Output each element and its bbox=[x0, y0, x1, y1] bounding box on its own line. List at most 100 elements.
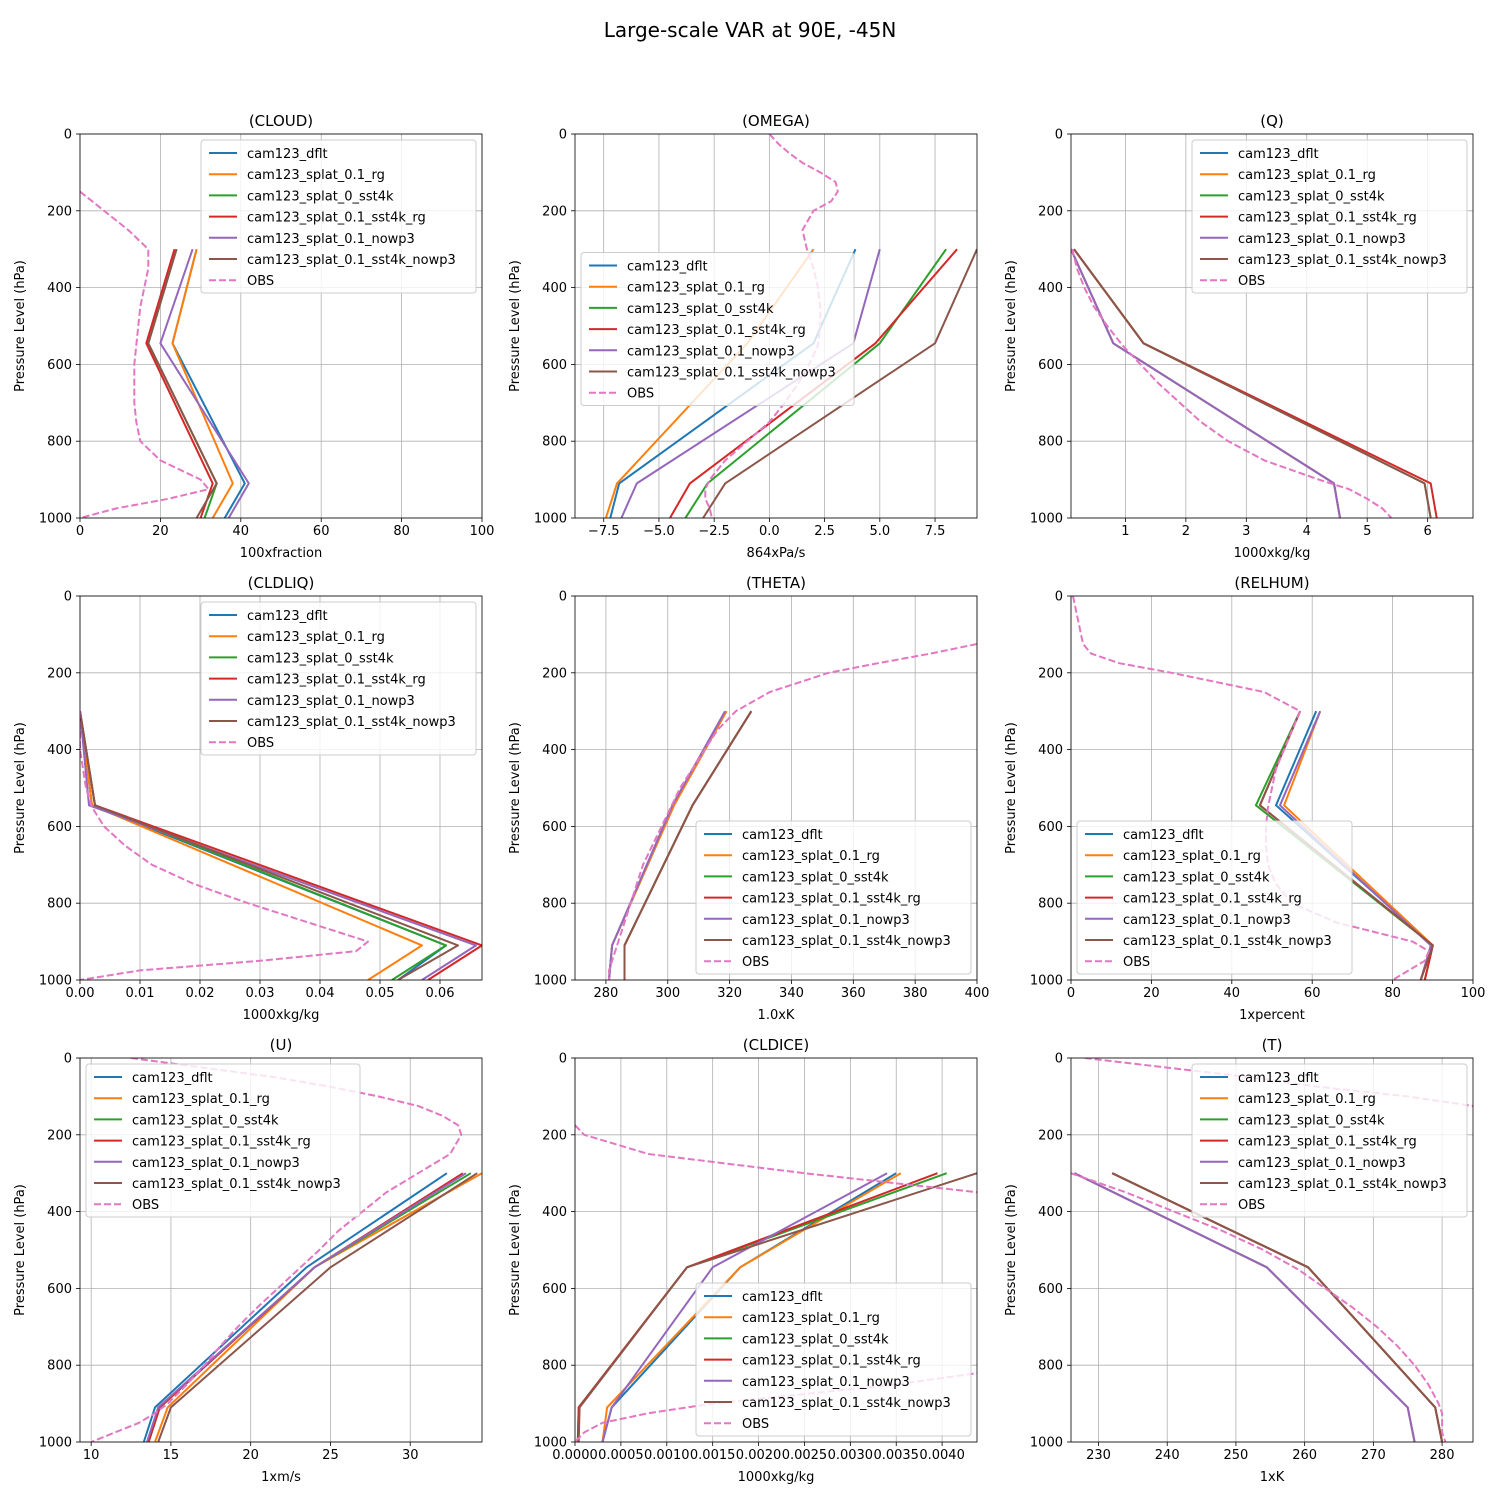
x-axis-label: 1.0xK bbox=[758, 1008, 795, 1023]
legend-label-cam123-splat-0-1-sst4k-rg: cam123_splat_0.1_sst4k_rg bbox=[247, 211, 426, 226]
x-tick-label: 80 bbox=[1384, 986, 1401, 1001]
legend-label-cam123-splat-0-1-sst4k-rg: cam123_splat_0.1_sst4k_rg bbox=[247, 673, 426, 688]
series-line-obs bbox=[608, 643, 977, 980]
legend-frame bbox=[85, 1063, 361, 1218]
legend-label-obs: OBS bbox=[132, 1198, 159, 1213]
x-tick-label: 0.06 bbox=[426, 986, 455, 1001]
legend-label-cam123-dflt: cam123_dflt bbox=[742, 828, 823, 843]
y-tick-label: 800 bbox=[47, 897, 72, 912]
x-tick-label: 250 bbox=[1224, 1448, 1249, 1463]
legend: cam123_dflt cam123_splat_0.1_rg cam123_spl… bbox=[1191, 1063, 1468, 1218]
y-tick-label: 1000 bbox=[39, 974, 72, 989]
y-tick-label: 0 bbox=[64, 128, 72, 143]
legend-label-cam123-splat-0-1-sst4k-rg: cam123_splat_0.1_sst4k_rg bbox=[1238, 211, 1417, 226]
x-tick-label: 0.01 bbox=[126, 986, 155, 1001]
series-line-obs bbox=[1071, 248, 1393, 518]
y-tick-label: 200 bbox=[1038, 1128, 1063, 1143]
legend-label-obs: OBS bbox=[1238, 274, 1265, 289]
x-tick-label: 300 bbox=[655, 986, 680, 1001]
x-tick-label: 0.0020 bbox=[736, 1448, 782, 1463]
legend-frame bbox=[695, 820, 972, 975]
x-tick-label: 40 bbox=[1224, 986, 1241, 1001]
legend-label-obs: OBS bbox=[627, 387, 654, 402]
x-tick-label: 100 bbox=[470, 524, 495, 539]
y-tick-label: 0 bbox=[559, 590, 567, 605]
x-tick-label: 60 bbox=[313, 524, 330, 539]
legend-label-cam123-splat-0-1-rg: cam123_splat_0.1_rg bbox=[627, 281, 765, 296]
legend: cam123_dflt cam123_splat_0.1_rg cam123_spl… bbox=[695, 1282, 972, 1437]
legend: cam123_dflt cam123_splat_0.1_rg cam123_spl… bbox=[1076, 820, 1353, 975]
legend-frame bbox=[200, 139, 477, 294]
x-tick-label: −7.5 bbox=[588, 524, 620, 539]
x-tick-label: 280 bbox=[1430, 1448, 1455, 1463]
y-tick-label: 0 bbox=[559, 1052, 567, 1067]
series-line-cam123-splat-0-1-sst4k-nowp3 bbox=[147, 248, 218, 518]
y-tick-label: 400 bbox=[542, 1205, 567, 1220]
legend-label-obs: OBS bbox=[247, 274, 274, 289]
x-axis-label: 1xpercent bbox=[1239, 1008, 1305, 1023]
y-tick-label: 800 bbox=[542, 897, 567, 912]
panel-u: 10 15 20 25 30 0 200 400 600 800 1000 (U) 1xm/s Press… bbox=[13, 1036, 483, 1485]
y-tick-label: 200 bbox=[1038, 666, 1063, 681]
x-tick-label: 0.0 bbox=[759, 524, 780, 539]
panel-omega: −7.5 −5.0 −2.5 0.0 2.5 5.0 7.5 0 200 400 600 800 100… bbox=[508, 112, 978, 561]
y-axis-label: Pressure Level (hPa) bbox=[13, 1184, 28, 1316]
series-line-obs bbox=[90, 1058, 463, 1442]
series-line-cam123-splat-0-1-sst4k-nowp3 bbox=[1111, 1172, 1444, 1442]
legend-label-cam123-splat-0-1-rg: cam123_splat_0.1_rg bbox=[132, 1092, 270, 1107]
series-line-cam123-splat-0-1-nowp3 bbox=[620, 248, 881, 518]
x-tick-label: 5.0 bbox=[869, 524, 890, 539]
panel-q: 1 2 3 4 5 6 0 200 400 600 800 1000 (Q) 1000xkg/kg Pres… bbox=[1004, 112, 1474, 561]
y-tick-label: 800 bbox=[1038, 897, 1063, 912]
series-line-cam123-splat-0-sst4k bbox=[684, 248, 947, 518]
legend-label-cam123-splat-0-1-nowp3: cam123_splat_0.1_nowp3 bbox=[247, 694, 415, 709]
legend-label-cam123-splat-0-1-rg: cam123_splat_0.1_rg bbox=[1238, 1092, 1376, 1107]
legend-label-cam123-splat-0-1-sst4k-nowp3: cam123_splat_0.1_sst4k_nowp3 bbox=[132, 1177, 341, 1192]
legend-label-cam123-splat-0-1-sst4k-rg: cam123_splat_0.1_sst4k_rg bbox=[1238, 1135, 1417, 1150]
legend-label-cam123-dflt: cam123_dflt bbox=[627, 260, 708, 275]
y-tick-label: 200 bbox=[542, 1128, 567, 1143]
x-tick-label: 0.0015 bbox=[690, 1448, 736, 1463]
y-tick-label: 600 bbox=[47, 1282, 72, 1297]
x-tick-label: 25 bbox=[322, 1448, 339, 1463]
legend-label-cam123-splat-0-1-nowp3: cam123_splat_0.1_nowp3 bbox=[247, 232, 415, 247]
x-axis-label: 1xK bbox=[1260, 1470, 1285, 1485]
legend-frame bbox=[200, 601, 477, 756]
y-tick-label: 800 bbox=[542, 1359, 567, 1374]
x-tick-label: 2.5 bbox=[814, 524, 835, 539]
y-tick-label: 600 bbox=[1038, 1282, 1063, 1297]
legend-label-obs: OBS bbox=[247, 736, 274, 751]
y-tick-label: 400 bbox=[47, 1205, 72, 1220]
series-group bbox=[80, 190, 250, 518]
y-tick-label: 400 bbox=[1038, 743, 1063, 758]
legend-label-cam123-splat-0-1-nowp3: cam123_splat_0.1_nowp3 bbox=[132, 1156, 300, 1171]
y-tick-label: 200 bbox=[47, 204, 72, 219]
y-tick-label: 600 bbox=[47, 820, 72, 835]
series-line-cam123-splat-0-1-nowp3 bbox=[601, 1172, 888, 1442]
y-tick-label: 800 bbox=[1038, 1359, 1063, 1374]
legend-label-cam123-splat-0-sst4k: cam123_splat_0_sst4k bbox=[247, 651, 394, 666]
legend-label-cam123-splat-0-1-rg: cam123_splat_0.1_rg bbox=[1123, 849, 1261, 864]
y-tick-label: 1000 bbox=[534, 512, 567, 527]
y-tick-label: 0 bbox=[1055, 590, 1063, 605]
y-tick-label: 400 bbox=[47, 281, 72, 296]
series-line-cam123-splat-0-1-nowp3 bbox=[1073, 1172, 1416, 1442]
x-tick-label: 0.0040 bbox=[919, 1448, 965, 1463]
x-tick-label: 4 bbox=[1303, 524, 1311, 539]
x-tick-label: 15 bbox=[163, 1448, 180, 1463]
series-line-cam123-splat-0-1-rg bbox=[601, 1172, 902, 1442]
x-tick-label: 2 bbox=[1182, 524, 1190, 539]
y-tick-label: 600 bbox=[1038, 358, 1063, 373]
x-tick-label: 60 bbox=[1304, 986, 1321, 1001]
legend-label-cam123-splat-0-sst4k: cam123_splat_0_sst4k bbox=[132, 1113, 279, 1128]
x-tick-label: 0.0030 bbox=[828, 1448, 874, 1463]
y-tick-label: 0 bbox=[1055, 128, 1063, 143]
y-axis-label: Pressure Level (hPa) bbox=[1004, 1184, 1019, 1316]
panel-cloud: 0 20 40 60 80 10002004006008001000(CLOUD)100x… bbox=[13, 112, 494, 561]
y-axis-label: Pressure Level (hPa) bbox=[1004, 260, 1019, 392]
legend-label-cam123-dflt: cam123_dflt bbox=[247, 147, 328, 162]
y-tick-label: 600 bbox=[542, 358, 567, 373]
legend-label-cam123-splat-0-1-sst4k-nowp3: cam123_splat_0.1_sst4k_nowp3 bbox=[1238, 1177, 1447, 1192]
legend-label-cam123-splat-0-sst4k: cam123_splat_0_sst4k bbox=[1123, 870, 1270, 885]
